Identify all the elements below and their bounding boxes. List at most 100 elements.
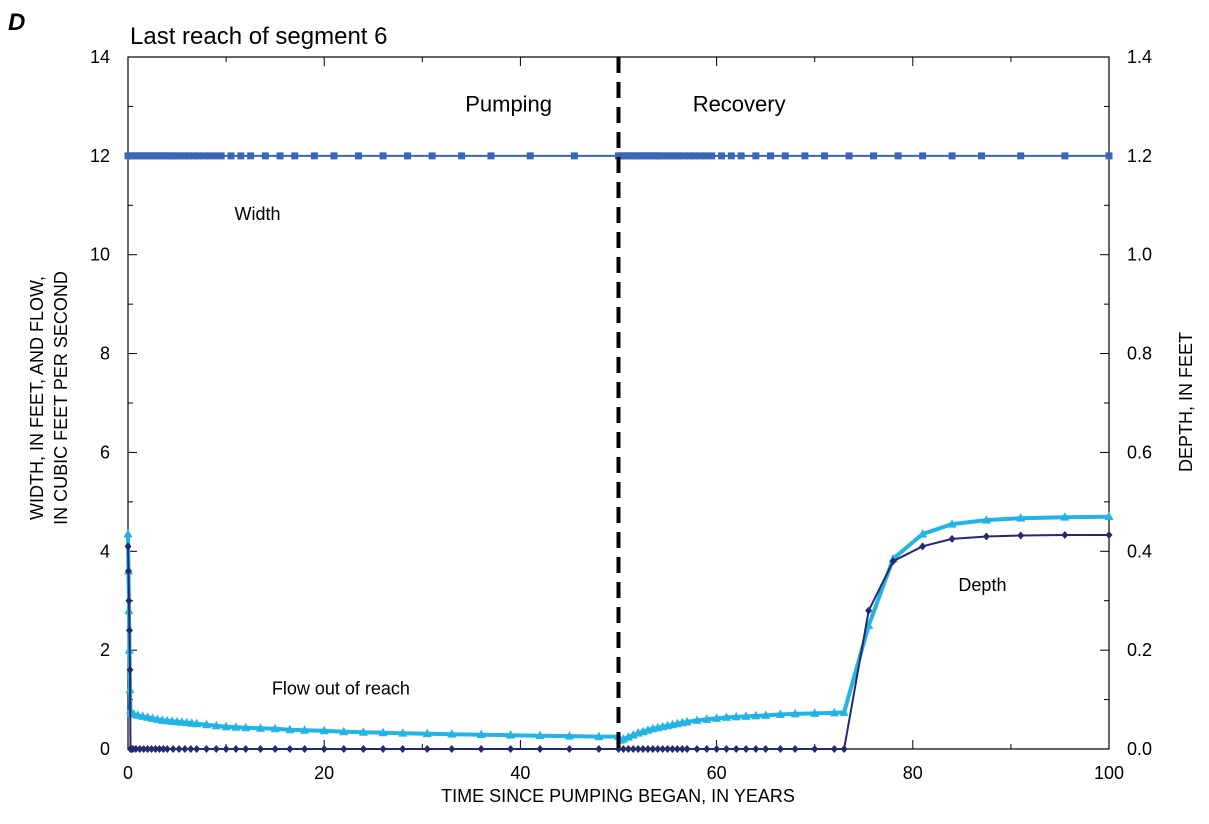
- width-point: [205, 152, 213, 160]
- depth-point: [536, 745, 544, 753]
- width-point: [211, 152, 219, 160]
- depth-point: [649, 745, 657, 753]
- width-point: [781, 152, 789, 160]
- flow-point: [775, 709, 785, 718]
- flow-point: [1016, 513, 1026, 522]
- depth-point: [301, 745, 309, 753]
- width-point: [675, 152, 683, 160]
- y-left-tick-label: 8: [100, 344, 110, 364]
- width-point: [173, 152, 181, 160]
- depth-point: [212, 745, 220, 753]
- series-depth: [124, 530, 1113, 753]
- series-layer: [123, 152, 1114, 753]
- annotation: Recovery: [693, 91, 786, 116]
- width-point: [894, 152, 902, 160]
- depth-point: [673, 745, 681, 753]
- width-point: [1061, 152, 1069, 160]
- flow-point: [255, 723, 265, 732]
- width-point: [752, 152, 760, 160]
- width-point: [660, 152, 668, 160]
- depth-point: [222, 745, 230, 753]
- depth-point: [124, 542, 132, 551]
- flow-point: [123, 528, 133, 538]
- depth-point: [865, 606, 873, 615]
- depth-point: [693, 745, 701, 753]
- depth-point: [202, 745, 210, 753]
- width-point: [948, 152, 956, 160]
- y-left-tick-label: 6: [100, 442, 110, 462]
- annotations: Pumping Recovery Width Flow out of reach Dep…: [234, 91, 1006, 698]
- depth-point: [1105, 530, 1113, 539]
- flow-point: [790, 708, 800, 718]
- flow-point: [564, 731, 574, 740]
- width-point: [821, 152, 829, 160]
- flow-point: [1060, 512, 1070, 521]
- series-flow: [123, 511, 1114, 744]
- width-point: [276, 152, 284, 160]
- y-left-tick-label: 10: [90, 245, 110, 265]
- y-left-tick-label: 0: [100, 739, 110, 759]
- flow-point: [358, 727, 368, 736]
- flow-point: [221, 721, 231, 731]
- depth-point: [654, 745, 662, 753]
- flow-point: [447, 729, 457, 738]
- width-point: [767, 152, 775, 160]
- flow-point: [761, 710, 771, 719]
- width-point: [526, 152, 534, 160]
- width-point: [458, 152, 466, 160]
- y-axis-left-label-line-1: WIDTH, IN FEET, AND FLOW,: [27, 276, 47, 520]
- width-point: [801, 152, 809, 160]
- series-line-flow: [126, 514, 1110, 743]
- depth-point: [423, 745, 431, 753]
- depth-point: [448, 745, 456, 753]
- depth-point: [136, 745, 144, 753]
- depth-point: [187, 745, 195, 753]
- y-axis-left: 0 2 4 6 8 10 12 14: [90, 47, 137, 759]
- flow-point: [506, 730, 516, 739]
- width-point: [428, 152, 436, 160]
- flow-point: [702, 714, 712, 723]
- flow-point: [270, 723, 280, 733]
- depth-point: [163, 745, 171, 753]
- depth-point: [919, 542, 927, 551]
- y-right-tick-label: 0.4: [1127, 541, 1152, 561]
- depth-point: [624, 745, 632, 753]
- width-point: [487, 152, 495, 160]
- width-point: [185, 152, 193, 160]
- depth-point: [732, 745, 740, 753]
- depth-point: [762, 745, 770, 753]
- x-tick-label: 40: [510, 763, 530, 783]
- flow-point: [741, 711, 751, 720]
- width-point: [737, 152, 745, 160]
- width-point: [195, 152, 203, 160]
- panel-letter: D: [8, 9, 25, 36]
- depth-point: [659, 745, 667, 753]
- depth-point: [175, 745, 183, 753]
- annotation: Width: [234, 204, 280, 224]
- depth-point: [155, 745, 163, 753]
- flow-point: [731, 711, 741, 721]
- depth-point: [132, 745, 140, 753]
- flow-point: [682, 716, 692, 726]
- depth-point: [982, 532, 990, 541]
- depth-point: [619, 745, 627, 753]
- width-point: [664, 152, 672, 160]
- width-point: [291, 152, 299, 160]
- flow-point: [839, 707, 849, 716]
- y-left-tick-label: 2: [100, 640, 110, 660]
- y-right-tick-label: 1.2: [1127, 146, 1152, 166]
- flow-point: [231, 722, 241, 731]
- y-right-tick-label: 1.0: [1127, 245, 1152, 265]
- depth-point: [565, 745, 573, 753]
- width-point: [165, 152, 173, 160]
- flow-point: [476, 729, 486, 739]
- width-point: [570, 152, 578, 160]
- width-point: [1017, 152, 1025, 160]
- flow-point: [378, 727, 388, 737]
- width-point: [685, 152, 693, 160]
- width-point: [870, 152, 878, 160]
- y-right-tick-label: 0.6: [1127, 442, 1152, 462]
- width-point: [404, 152, 412, 160]
- flow-point: [810, 708, 820, 717]
- depth-point: [125, 596, 133, 605]
